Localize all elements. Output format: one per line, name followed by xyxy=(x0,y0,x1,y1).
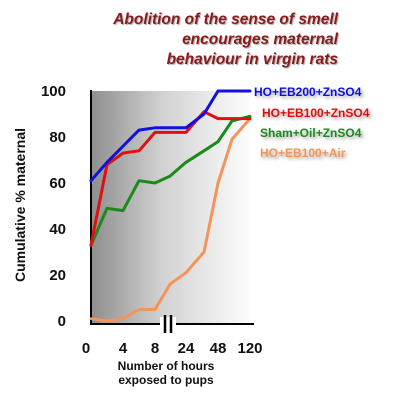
legend-entry-4: HO+EB100+Air xyxy=(260,146,346,160)
y-tick-label: 100 xyxy=(41,83,66,100)
series-line-4 xyxy=(89,117,252,323)
x-tick-label: 48 xyxy=(210,340,227,357)
y-tick-label: 80 xyxy=(49,129,66,146)
x-tick-label: 8 xyxy=(151,340,159,357)
x-tick-label: 0 xyxy=(82,340,90,357)
axis-break xyxy=(160,315,176,333)
x-axis-label-line-1: Number of hours xyxy=(118,359,215,373)
series-lines xyxy=(89,89,252,323)
y-tick-label: 40 xyxy=(49,221,66,238)
legend-entry-1: HO+EB200+ZnSO4 xyxy=(254,85,362,99)
y-tick-label: 0 xyxy=(58,313,66,330)
legend: HO+EB200+ZnSO4 HO+EB100+ZnSO4 Sham+Oil+ZnS… xyxy=(254,85,370,160)
y-tick-label: 20 xyxy=(49,267,66,284)
x-tick-label: 120 xyxy=(237,340,262,357)
y-tick-labels: 0 20 40 60 80 100 xyxy=(41,83,66,330)
x-tick-labels: 0 4 8 24 48 120 xyxy=(82,340,263,357)
y-axis-label: Cumulative % maternal xyxy=(12,128,28,282)
x-tick-label: 4 xyxy=(119,340,128,357)
x-tick-label: 24 xyxy=(178,340,195,357)
plot-area xyxy=(91,91,250,324)
chart-title: Abolition of the sense of smell encourag… xyxy=(38,10,338,70)
chart-title-line-2: encourages maternal xyxy=(182,31,338,48)
chart-title-line-1: Abolition of the sense of smell xyxy=(113,11,338,28)
x-axis-label-line-2: exposed to pups xyxy=(118,373,214,387)
series-line-2 xyxy=(89,110,252,247)
series-line-1 xyxy=(89,89,252,183)
legend-entry-2: HO+EB100+ZnSO4 xyxy=(262,106,370,120)
series-line-3 xyxy=(89,114,252,247)
legend-entry-3: Sham+Oil+ZnSO4 xyxy=(260,126,362,140)
y-tick-label: 60 xyxy=(49,175,66,192)
chart-title-line-3: behaviour in virgin rats xyxy=(166,51,338,68)
